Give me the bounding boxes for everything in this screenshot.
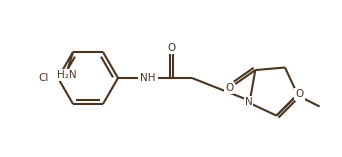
Text: N: N (245, 97, 252, 107)
Text: H₂N: H₂N (57, 70, 77, 80)
Text: O: O (295, 89, 304, 99)
Text: Cl: Cl (39, 73, 49, 83)
Text: NH: NH (140, 73, 156, 83)
Text: N: N (296, 89, 303, 100)
Text: O: O (167, 43, 175, 53)
Text: O: O (225, 83, 233, 93)
